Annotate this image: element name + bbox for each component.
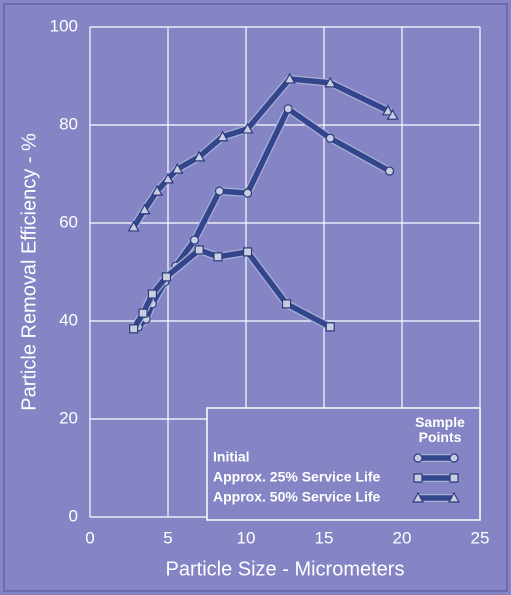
marker (413, 473, 423, 483)
y-tick-label: 0 (69, 506, 78, 525)
legend-label: Approx. 50% Service Life (213, 489, 381, 505)
x-tick-label: 10 (237, 528, 256, 547)
y-tick-label: 100 (50, 16, 78, 35)
marker (127, 220, 140, 232)
marker (283, 72, 296, 84)
y-tick-label: 40 (59, 310, 78, 329)
marker (129, 324, 139, 334)
marker (411, 491, 425, 503)
x-tick-label: 20 (393, 528, 412, 547)
marker (216, 130, 229, 142)
marker (386, 108, 399, 120)
marker (447, 491, 461, 503)
marker (381, 104, 394, 116)
marker (214, 186, 225, 196)
marker (283, 104, 293, 114)
marker (413, 453, 423, 463)
marker (449, 453, 459, 463)
marker (194, 245, 204, 255)
y-tick-label: 20 (59, 408, 78, 427)
legend-label: Approx. 25% Service Life (213, 469, 381, 485)
frame (3, 3, 508, 592)
y-tick-label: 80 (59, 114, 78, 133)
y-tick-label: 60 (59, 212, 78, 231)
marker (213, 252, 223, 262)
legend-title: Sample Points (415, 414, 465, 445)
marker (147, 289, 157, 299)
marker (325, 322, 335, 332)
marker (138, 308, 148, 318)
marker (151, 184, 164, 196)
marker (384, 166, 395, 176)
x-axis-label: Particle Size - Micrometers (166, 558, 405, 580)
x-tick-label: 5 (163, 528, 172, 547)
x-tick-label: 0 (85, 528, 94, 547)
marker (171, 162, 184, 174)
marker (242, 188, 253, 198)
marker (189, 235, 200, 245)
marker (161, 172, 175, 184)
marker (193, 150, 206, 162)
marker (449, 473, 459, 483)
x-tick-label: 15 (315, 528, 334, 547)
marker (241, 122, 254, 134)
marker (281, 299, 292, 309)
y-axis-label: Particle Removal Efficiency - % (18, 133, 40, 411)
marker (161, 272, 172, 282)
x-tick-label: 25 (471, 528, 490, 547)
legend-label: Initial (213, 449, 250, 465)
marker (138, 203, 151, 215)
marker (242, 247, 253, 257)
marker (324, 76, 337, 88)
marker (325, 133, 335, 143)
